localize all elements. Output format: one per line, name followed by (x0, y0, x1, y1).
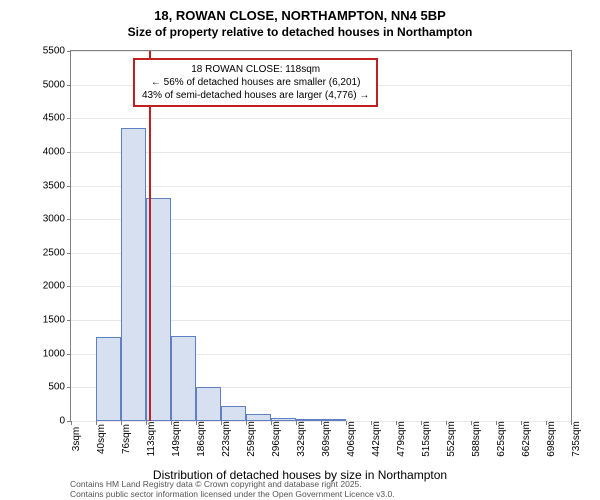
xtick-label: 552sqm (446, 421, 457, 457)
ytick-label: 1000 (43, 348, 71, 359)
ytick-label: 4500 (43, 113, 71, 124)
annotation-line2: ← 56% of detached houses are smaller (6,… (142, 76, 369, 89)
gridline (71, 118, 571, 119)
ytick-label: 1500 (43, 315, 71, 326)
ytick-label: 500 (48, 382, 71, 393)
ytick-label: 0 (59, 416, 71, 427)
ytick-label: 5000 (43, 79, 71, 90)
histogram-bar (96, 337, 121, 421)
xtick-label: 296sqm (271, 421, 282, 457)
xtick-label: 223sqm (221, 421, 232, 457)
annotation-line1: 18 ROWAN CLOSE: 118sqm (142, 63, 369, 76)
xtick-label: 113sqm (146, 422, 157, 457)
xtick-label: 515sqm (421, 421, 432, 457)
attribution-line1: Contains HM Land Registry data © Crown c… (70, 479, 395, 489)
xtick-label: 735sqm (571, 421, 582, 457)
chart-title: 18, ROWAN CLOSE, NORTHAMPTON, NN4 5BP Si… (0, 8, 600, 40)
xtick-label: 479sqm (396, 421, 407, 457)
xtick-label: 698sqm (546, 421, 557, 457)
xtick-label: 588sqm (471, 421, 482, 457)
ytick-label: 2000 (43, 281, 71, 292)
histogram-bar (246, 414, 271, 421)
ytick-label: 4000 (43, 146, 71, 157)
xtick-label: 259sqm (246, 421, 257, 457)
xtick-label: 40sqm (96, 424, 107, 454)
xtick-label: 186sqm (196, 421, 207, 457)
xtick-label: 3sqm (71, 427, 82, 451)
title-line2: Size of property relative to detached ho… (0, 25, 600, 41)
xtick-label: 76sqm (121, 424, 132, 454)
xtick-label: 442sqm (371, 421, 382, 457)
ytick-label: 3000 (43, 214, 71, 225)
histogram-bar (121, 128, 146, 421)
xtick-label: 625sqm (496, 421, 507, 457)
ytick-label: 5500 (43, 46, 71, 57)
attribution-line2: Contains public sector information licen… (70, 489, 395, 499)
plot-area: 0500100015002000250030003500400045005000… (70, 50, 572, 422)
annotation-box: 18 ROWAN CLOSE: 118sqm← 56% of detached … (133, 58, 378, 107)
xtick-mark (71, 421, 72, 425)
histogram-bar (196, 387, 221, 421)
histogram-bar (171, 336, 196, 421)
annotation-line3: 43% of semi-detached houses are larger (… (142, 89, 369, 102)
ytick-label: 3500 (43, 180, 71, 191)
xtick-label: 332sqm (296, 421, 307, 457)
xtick-label: 406sqm (346, 421, 357, 457)
histogram-bar (221, 406, 246, 421)
gridline (71, 51, 571, 52)
title-line1: 18, ROWAN CLOSE, NORTHAMPTON, NN4 5BP (0, 8, 600, 25)
xtick-label: 662sqm (521, 421, 532, 457)
xtick-label: 369sqm (321, 421, 332, 457)
xtick-label: 149sqm (171, 421, 182, 457)
chart-container: 18, ROWAN CLOSE, NORTHAMPTON, NN4 5BP Si… (0, 0, 600, 500)
ytick-label: 2500 (43, 247, 71, 258)
attribution: Contains HM Land Registry data © Crown c… (70, 479, 395, 499)
